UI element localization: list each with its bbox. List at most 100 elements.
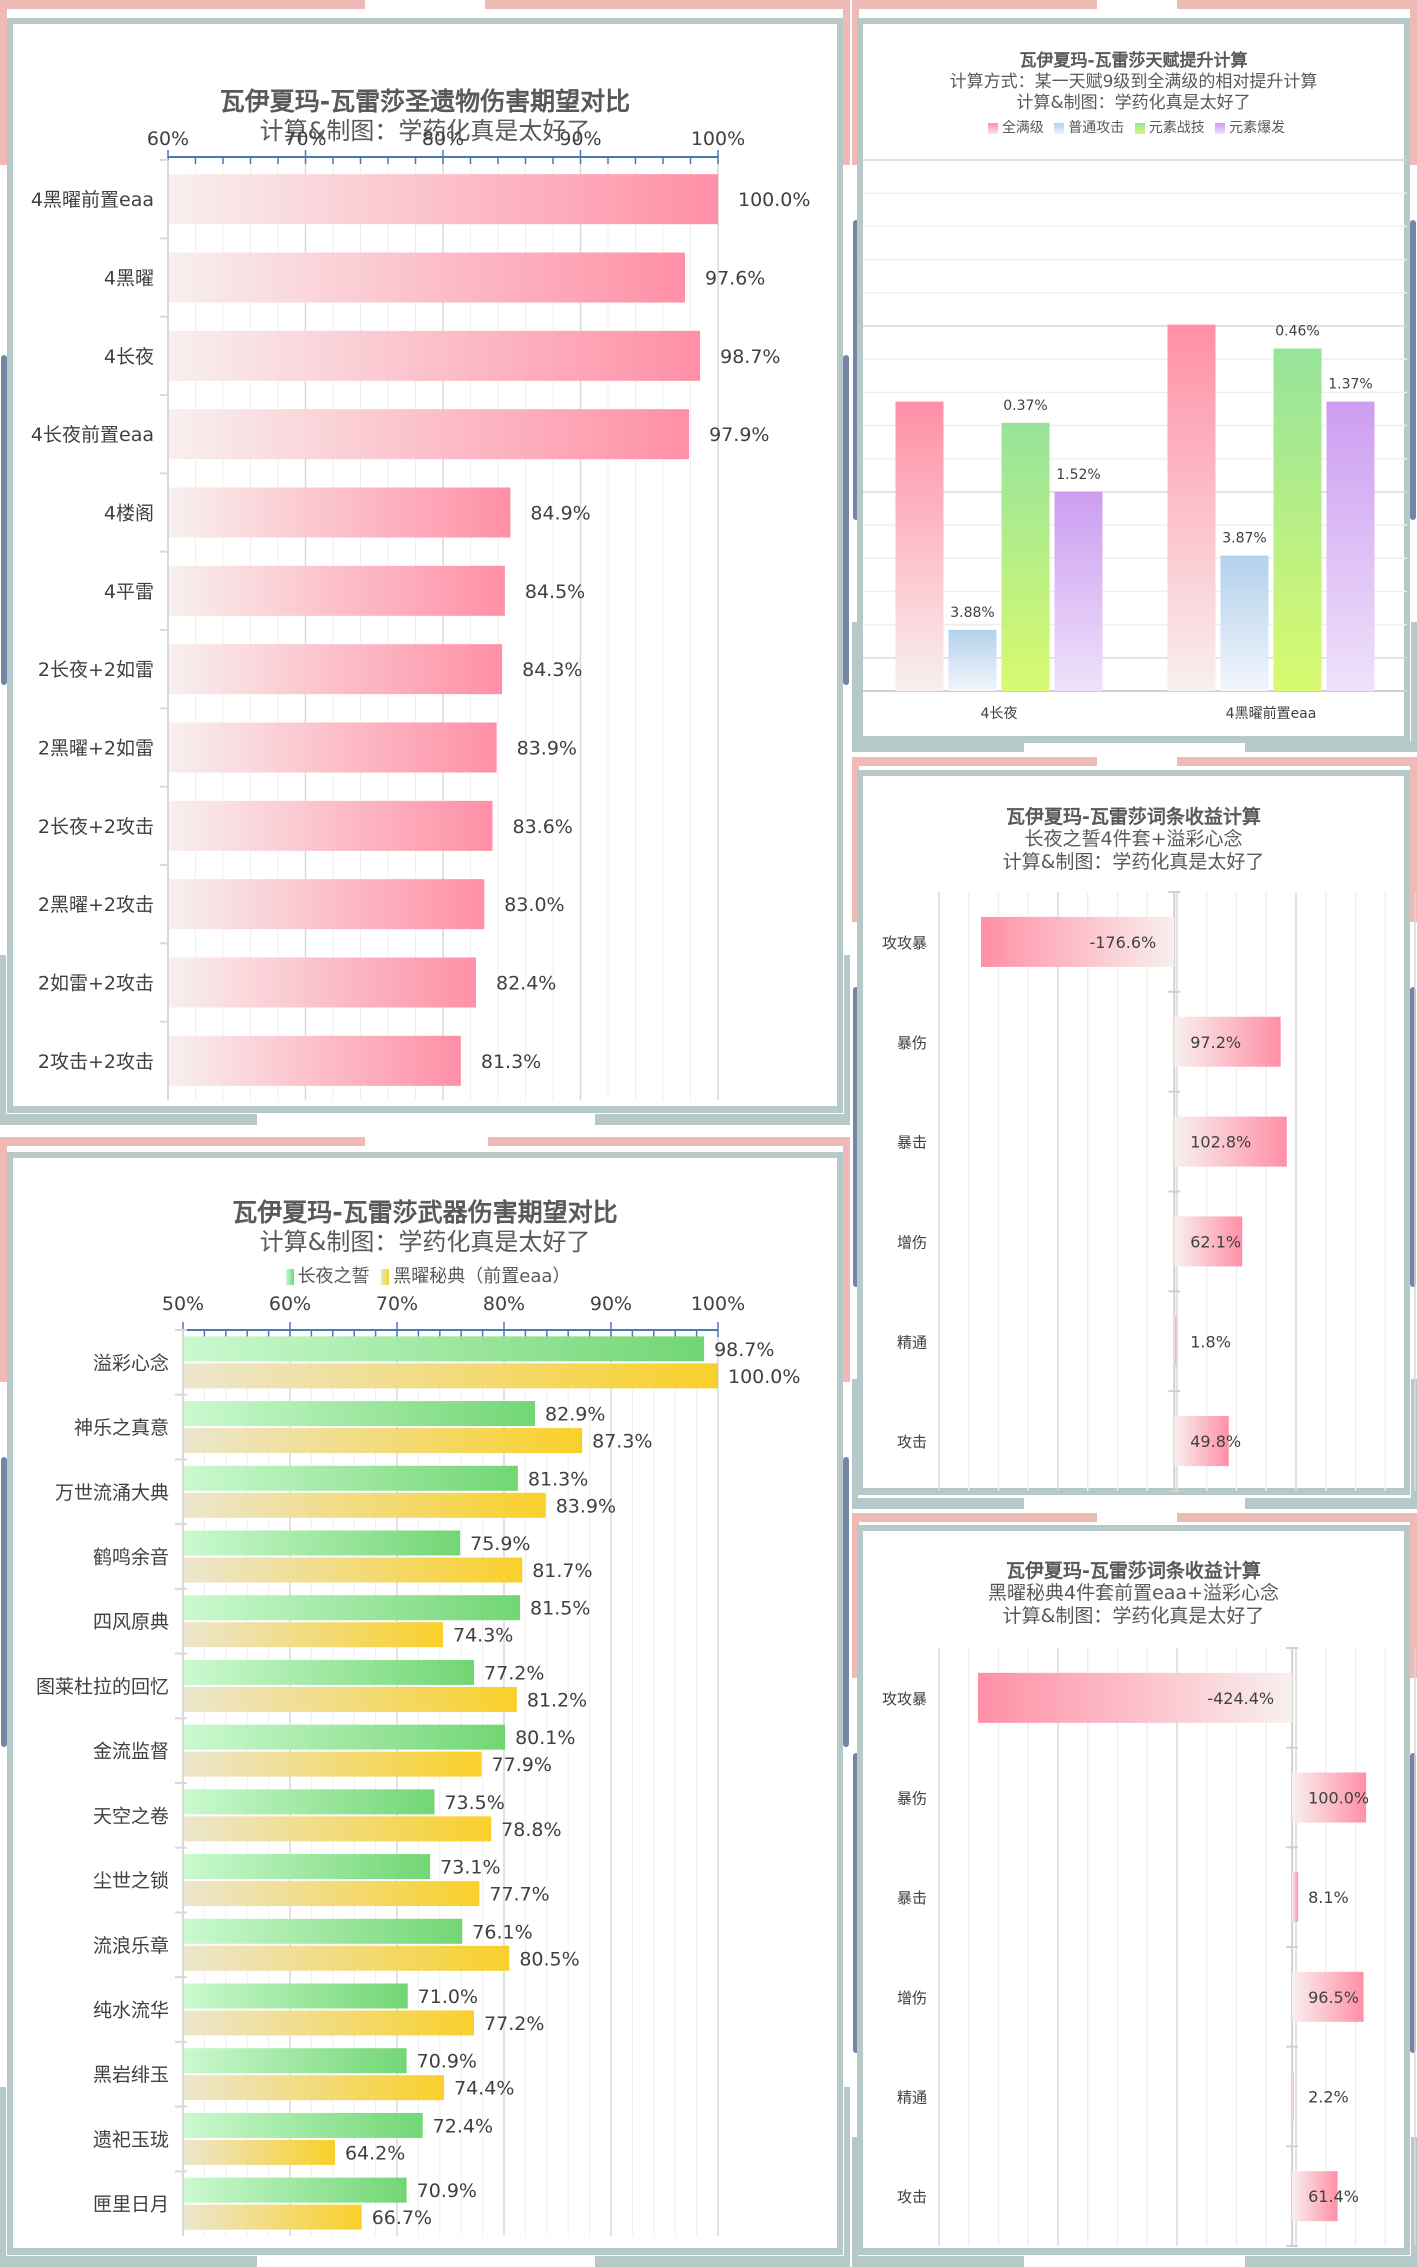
bar (169, 487, 511, 538)
x-tick-label: 70% (284, 128, 326, 150)
category-label: 图莱杜拉的回忆 (36, 1676, 169, 1698)
chart-title: 瓦伊夏玛-瓦雷莎天赋提升计算 (1019, 51, 1248, 71)
bar-nighttime (184, 1595, 521, 1621)
legend-label: 长夜之誓 (297, 1266, 370, 1287)
data-label: 83.0% (504, 894, 564, 916)
bar-0 (895, 401, 944, 691)
category-label: 鹤鸣余音 (93, 1547, 169, 1569)
data-label: 77.9% (492, 1754, 552, 1776)
data-label: 0.46% (1275, 324, 1319, 340)
data-label: 100.0% (738, 189, 810, 211)
bar-0 (1167, 324, 1216, 691)
data-label: 83.9% (556, 1495, 616, 1517)
bar-obsidian (184, 1686, 517, 1712)
bar (169, 252, 685, 303)
substats-obsidian-panel: 瓦伊夏玛-瓦雷莎词条收益计算 黑曜秘典4件套前置eaa+溢彩心念 计算&制图：学… (857, 1525, 1410, 2255)
data-label: 81.7% (532, 1560, 592, 1582)
category-label: 2长夜+2如雷 (38, 659, 154, 681)
category-label: 2黑曜+2如雷 (38, 738, 154, 760)
data-label: 2.2% (1308, 2088, 1349, 2107)
category-label: 天空之卷 (93, 1805, 169, 1827)
bar-nighttime (184, 1724, 506, 1750)
legend-label: 元素战技 (1148, 120, 1205, 136)
bar-nighttime (184, 1336, 705, 1362)
data-label: 73.1% (440, 1857, 500, 1879)
category-label: 攻击 (897, 2188, 927, 2206)
data-label: 100.0% (1308, 1789, 1369, 1808)
data-label: 98.7% (714, 1339, 774, 1361)
x-tick-label: 50% (162, 1293, 204, 1315)
data-label: 64.2% (345, 2142, 405, 2164)
data-label: 83.9% (517, 738, 577, 760)
substats-nighttime-panel: 瓦伊夏玛-瓦雷莎词条收益计算 长夜之誓4件套+溢彩心念 计算&制图：学药化真是太… (857, 770, 1410, 1495)
data-label: 81.3% (481, 1051, 541, 1073)
category-label: 2长夜+2攻击 (38, 816, 154, 838)
data-label: 62.1% (1190, 1232, 1241, 1251)
bar (1174, 1016, 1281, 1067)
bar-nighttime (184, 2177, 407, 2203)
data-label: 97.6% (705, 268, 765, 290)
category-label: 增伤 (897, 1989, 927, 2007)
data-label: 0.37% (1003, 398, 1047, 414)
frame-substats-nighttime (852, 757, 1417, 1509)
x-tick-label: 60% (269, 1293, 311, 1315)
x-tick-label: 70% (376, 1293, 418, 1315)
data-label: 96.5% (1308, 1988, 1359, 2007)
data-label: 102.8% (1190, 1133, 1251, 1152)
category-label: 暴伤 (897, 1034, 927, 1052)
data-label: 82.4% (496, 973, 556, 995)
data-label: 82.9% (545, 1404, 605, 1426)
legend-swatch-skill (1134, 122, 1145, 134)
category-label: 溢彩心念 (93, 1351, 169, 1374)
data-label: 81.3% (528, 1468, 588, 1490)
category-label: 4长夜前置eaa (31, 424, 154, 446)
category-label: 遗祀玉珑 (93, 2129, 169, 2151)
data-label: 8.1% (1308, 1888, 1349, 1907)
category-label: 攻攻暴 (882, 934, 927, 952)
bar-obsidian (184, 1492, 546, 1518)
chart-subtitle: 长夜之誓4件套+溢彩心念 (1024, 828, 1243, 850)
bar (981, 916, 1175, 967)
data-label: 98.7% (720, 346, 780, 368)
frame-artifacts (0, 0, 850, 1125)
legend-swatch-obsidian (381, 1269, 390, 1285)
bar-obsidian (184, 1363, 718, 1389)
category-label: 匣里日月 (93, 2194, 169, 2216)
bar-1 (1220, 555, 1269, 691)
category-label: 2黑曜+2攻击 (38, 894, 154, 916)
bar (1292, 1772, 1367, 1823)
bar-2 (1001, 422, 1050, 691)
data-label: 100.0% (728, 1366, 800, 1388)
data-label: 73.5% (444, 1792, 504, 1814)
bar-nighttime (184, 2048, 407, 2074)
bar-nighttime (184, 1530, 461, 1556)
chart-title: 瓦伊夏玛-瓦雷莎圣遗物伤害期望对比 (219, 87, 631, 116)
category-label: 增伤 (897, 1233, 927, 1251)
frame-talents (852, 0, 1417, 752)
data-label: -424.4% (1207, 1689, 1274, 1708)
bar (1174, 1416, 1229, 1467)
bar-nighttime (184, 1401, 536, 1427)
category-label: 4平雷 (104, 581, 154, 603)
category-label: 纯水流华 (93, 2000, 169, 2022)
category-label: 4长夜 (981, 706, 1018, 722)
x-tick-label: 60% (147, 128, 189, 150)
category-label: 精通 (897, 2089, 927, 2107)
data-label: 74.4% (454, 2078, 514, 2100)
legend-label: 普通攻击 (1068, 120, 1125, 136)
bar (1292, 2171, 1338, 2222)
data-label: 84.3% (522, 659, 582, 681)
category-label: 暴击 (897, 1889, 927, 1907)
data-label: 70.9% (417, 2051, 477, 2073)
data-label: 77.2% (484, 1662, 544, 1684)
category-label: 攻攻暴 (882, 1690, 927, 1708)
bar (977, 1672, 1293, 1723)
bar (1292, 2071, 1294, 2122)
data-label: -176.6% (1089, 933, 1156, 952)
data-label: 1.37% (1328, 377, 1372, 393)
chart-credit: 计算&制图：学药化真是太好了 (1002, 1605, 1265, 1627)
bar-obsidian (184, 1622, 444, 1648)
